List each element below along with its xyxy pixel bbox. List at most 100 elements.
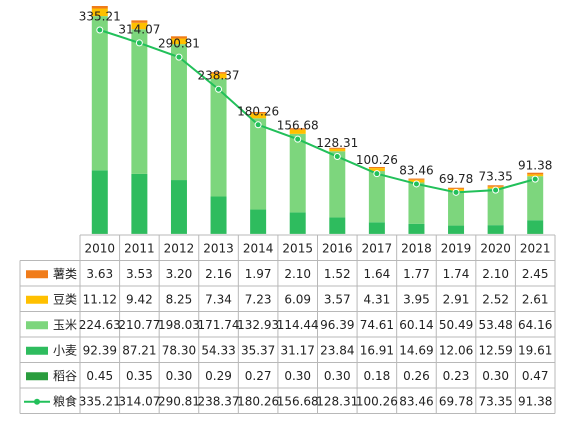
table-cell: 335.21 <box>79 394 121 408</box>
legend-marker <box>26 321 48 330</box>
table-cell: 128.31 <box>316 394 358 408</box>
bar-segment <box>250 111 267 114</box>
bar-segment <box>170 180 187 234</box>
table-cell: 132.93 <box>237 318 279 332</box>
bar-segment <box>131 173 148 234</box>
x-tick-label: 2015 <box>282 241 313 255</box>
data-label: 156.68 <box>277 119 319 133</box>
table-cell: 87.21 <box>122 343 156 357</box>
table-cell: 96.39 <box>320 318 354 332</box>
x-tick-label: 2019 <box>441 241 472 255</box>
line-point <box>373 170 381 178</box>
bar-segment <box>487 188 504 226</box>
bar-segment <box>527 176 544 221</box>
data-label: 73.35 <box>478 170 512 184</box>
table-cell: 12.59 <box>478 343 512 357</box>
line-point <box>254 121 262 129</box>
table-cell: 2.61 <box>522 292 549 306</box>
bar-segment <box>91 8 108 17</box>
bar-segment <box>448 190 465 226</box>
table-cell: 210.77 <box>118 318 160 332</box>
bar-segment <box>131 29 148 174</box>
table-cell: 3.57 <box>324 292 351 306</box>
table-cell: 0.35 <box>126 369 153 383</box>
table-cell: 0.18 <box>364 369 391 383</box>
table-cell: 50.49 <box>439 318 473 332</box>
table-cell: 3.53 <box>126 267 153 281</box>
data-label: 314.07 <box>118 22 160 36</box>
line <box>99 29 536 194</box>
table-cell: 73.35 <box>478 394 512 408</box>
bar-segment <box>131 20 148 23</box>
table-cell: 11.12 <box>83 292 117 306</box>
legend-label: 玉米 <box>53 318 77 332</box>
bar-segment <box>91 6 108 9</box>
table-cell: 1.77 <box>403 267 430 281</box>
table-cell: 2.91 <box>443 292 470 306</box>
table-cell: 6.09 <box>284 292 311 306</box>
bar-segment <box>289 212 306 234</box>
bar-segment <box>368 222 385 234</box>
bar-segment <box>170 36 187 39</box>
data-label: 128.31 <box>316 136 358 150</box>
bar-segment <box>368 171 385 223</box>
line-point <box>96 26 104 34</box>
table-cell: 78.30 <box>162 343 196 357</box>
legend-marker <box>26 372 48 381</box>
table-cell: 2.16 <box>205 267 232 281</box>
bar-segment <box>289 129 306 134</box>
bar-segment <box>329 151 346 218</box>
line-point <box>412 180 420 188</box>
line-point <box>175 53 183 61</box>
legend-marker <box>26 295 48 304</box>
table-cell: 1.64 <box>364 267 391 281</box>
table-cell: 14.69 <box>399 343 433 357</box>
table-cell: 156.68 <box>277 394 319 408</box>
bar-segment <box>91 170 108 234</box>
table-cell: 12.06 <box>439 343 473 357</box>
table-cell: 35.37 <box>241 343 275 357</box>
table-cell: 1.97 <box>245 267 272 281</box>
legend-marker <box>34 398 40 405</box>
bar-segment <box>329 147 346 149</box>
table-cell: 0.30 <box>324 369 351 383</box>
table-cell: 8.25 <box>166 292 193 306</box>
bar-segment <box>289 128 306 130</box>
table-cell: 91.38 <box>518 394 552 408</box>
x-tick-label: 2017 <box>362 241 393 255</box>
table-cell: 198.03 <box>158 318 200 332</box>
table-cell: 4.31 <box>364 292 391 306</box>
table-cell: 7.23 <box>245 292 272 306</box>
bar-segment <box>527 220 544 234</box>
table-cell: 224.63 <box>79 318 121 332</box>
table-cell: 2.10 <box>284 267 311 281</box>
data-label: 83.46 <box>399 163 433 177</box>
data-label: 335.21 <box>79 10 121 24</box>
legend-label: 稻谷 <box>53 369 77 383</box>
line-point <box>135 39 143 47</box>
table-cell: 2.45 <box>522 267 549 281</box>
bar-segment <box>368 166 385 169</box>
table-cell: 64.16 <box>518 318 552 332</box>
bar-segment <box>487 225 504 234</box>
table-cell: 92.39 <box>83 343 117 357</box>
table-cell: 3.20 <box>166 267 193 281</box>
legend-label: 豆类 <box>53 292 77 306</box>
legend-marker <box>26 346 48 355</box>
bar-segment <box>210 73 227 79</box>
bar-segment <box>329 217 346 234</box>
bar-segment <box>527 174 544 177</box>
table-cell: 0.27 <box>245 369 272 383</box>
x-tick-label: 2021 <box>520 241 551 255</box>
legend-label: 薯类 <box>53 267 77 281</box>
table-cell: 31.17 <box>281 343 315 357</box>
table-cell: 9.42 <box>126 292 153 306</box>
bar-segment <box>527 172 544 175</box>
table-cell: 0.45 <box>86 369 113 383</box>
table-cell: 0.23 <box>443 369 470 383</box>
data-label: 238.37 <box>198 69 240 83</box>
table-cell: 0.29 <box>205 369 232 383</box>
x-tick-label: 2010 <box>85 241 116 255</box>
table-cell: 0.30 <box>284 369 311 383</box>
